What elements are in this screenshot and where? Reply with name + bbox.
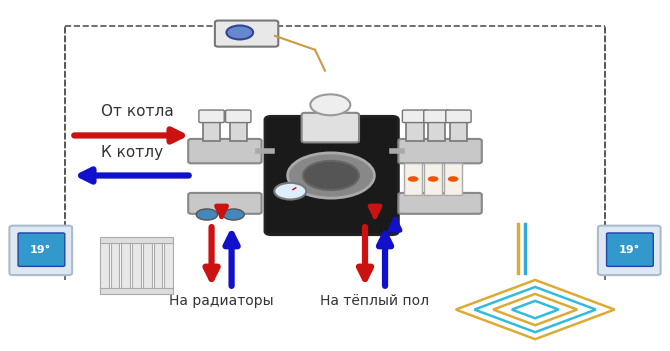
Bar <box>424 163 442 195</box>
Circle shape <box>310 94 350 115</box>
Circle shape <box>287 153 375 198</box>
Text: На радиаторы: На радиаторы <box>170 294 274 308</box>
Bar <box>405 163 421 195</box>
FancyBboxPatch shape <box>265 116 399 235</box>
FancyBboxPatch shape <box>302 113 359 143</box>
Bar <box>407 118 423 141</box>
Bar <box>100 243 109 289</box>
Bar <box>450 118 467 141</box>
Circle shape <box>408 176 418 182</box>
Circle shape <box>223 209 245 220</box>
Text: 19°: 19° <box>30 245 52 256</box>
FancyBboxPatch shape <box>226 110 251 122</box>
FancyBboxPatch shape <box>446 110 471 122</box>
Bar <box>111 243 119 289</box>
Circle shape <box>226 26 253 39</box>
FancyBboxPatch shape <box>403 110 427 122</box>
Text: 19°: 19° <box>618 245 640 256</box>
Bar <box>121 243 130 289</box>
FancyBboxPatch shape <box>199 110 224 122</box>
Bar <box>132 243 141 289</box>
FancyBboxPatch shape <box>188 139 261 163</box>
FancyBboxPatch shape <box>18 233 65 266</box>
Bar <box>230 118 247 141</box>
Bar <box>444 163 462 195</box>
Circle shape <box>196 209 218 220</box>
Circle shape <box>303 161 359 190</box>
Circle shape <box>448 176 458 182</box>
Bar <box>427 118 445 141</box>
Bar <box>143 243 151 289</box>
FancyBboxPatch shape <box>9 226 72 275</box>
Text: На тёплый пол: На тёплый пол <box>320 294 429 308</box>
FancyBboxPatch shape <box>399 139 482 163</box>
Bar <box>203 118 220 141</box>
Circle shape <box>427 176 438 182</box>
FancyBboxPatch shape <box>606 233 653 266</box>
Bar <box>164 243 173 289</box>
Bar <box>100 237 173 243</box>
FancyBboxPatch shape <box>215 21 278 47</box>
FancyBboxPatch shape <box>423 110 449 122</box>
FancyBboxPatch shape <box>598 226 661 275</box>
Text: К котлу: К котлу <box>101 145 163 160</box>
Bar <box>153 243 162 289</box>
FancyBboxPatch shape <box>399 193 482 214</box>
FancyBboxPatch shape <box>188 193 261 214</box>
Text: От котла: От котла <box>101 104 174 119</box>
Circle shape <box>274 183 306 199</box>
Bar <box>100 287 173 294</box>
